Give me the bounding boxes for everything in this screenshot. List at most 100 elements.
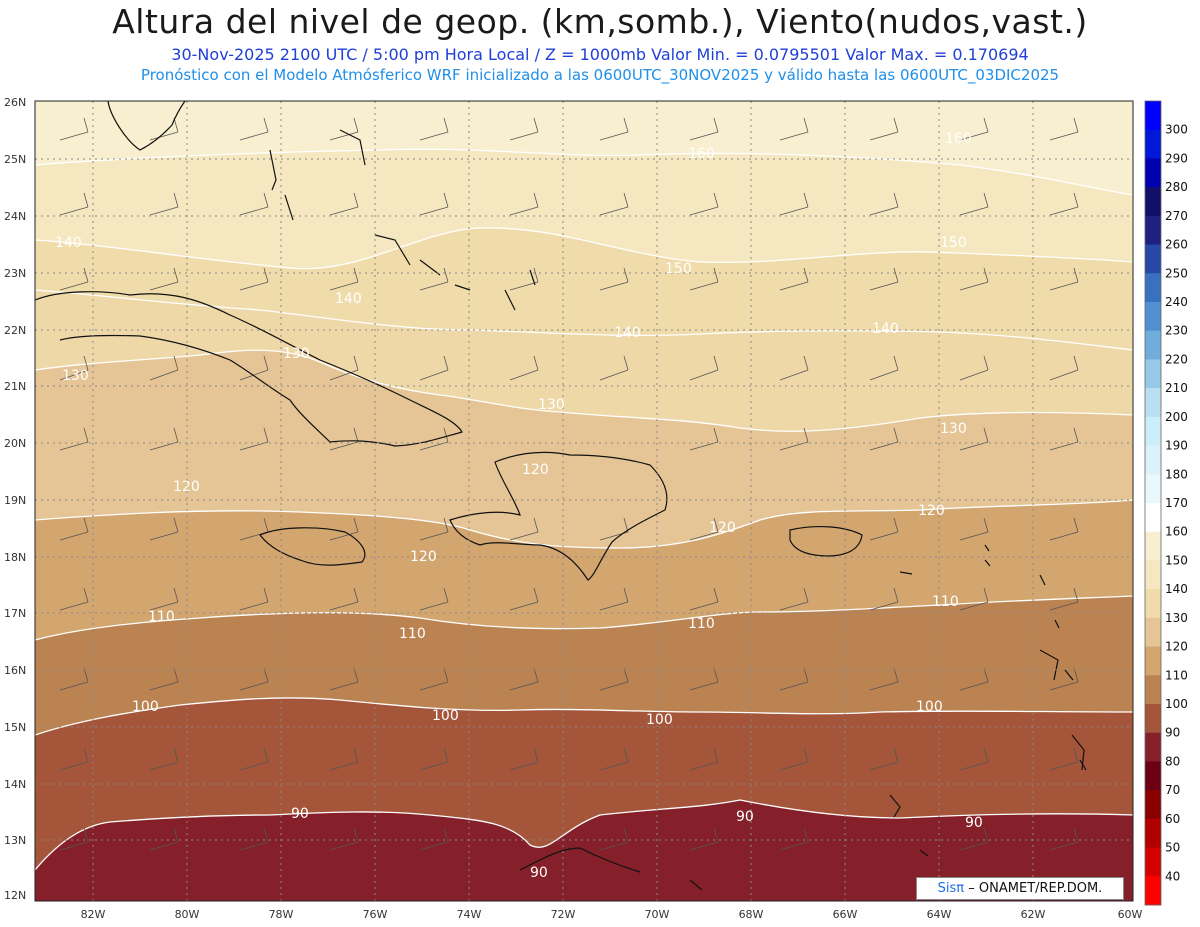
- colorbar-label: 160: [1165, 525, 1188, 539]
- colorbar-label: 130: [1165, 611, 1188, 625]
- contour-label: 90: [736, 809, 754, 825]
- lat-label: 18N: [4, 551, 26, 564]
- colorbar-label: 140: [1165, 582, 1188, 596]
- lon-label: 82W: [81, 908, 106, 921]
- colorbar-swatch: [1145, 818, 1161, 849]
- contour-label: 140: [55, 235, 82, 251]
- contour-lines: [35, 148, 1133, 871]
- lesser-antilles-coast: [889, 544, 1087, 818]
- contour-label: 130: [940, 421, 967, 437]
- contour-label: 130: [538, 397, 565, 413]
- contour-value-labels: 140 140 140 140 150 150 160 160 130 130 …: [55, 131, 983, 881]
- colorbar-label: 150: [1165, 553, 1188, 567]
- contour-label: 90: [291, 806, 309, 822]
- contour-label: 140: [335, 291, 362, 307]
- colorbar-swatch: [1145, 646, 1161, 676]
- lat-label: 19N: [4, 494, 26, 507]
- colorbar-swatch: [1145, 445, 1161, 475]
- contour-label: 90: [530, 865, 548, 881]
- colorbar-swatch: [1145, 187, 1161, 217]
- colorbar-swatch: [1145, 761, 1161, 791]
- colorbar-swatch: [1145, 617, 1161, 648]
- lon-label: 60W: [1118, 908, 1143, 921]
- colorbar-swatch: [1145, 273, 1161, 303]
- lat-label: 14N: [4, 778, 26, 791]
- colorbar-label: 280: [1165, 180, 1188, 194]
- colorbar-label: 50: [1165, 841, 1180, 855]
- colorbar: 300 290 280 270 260 250 240 230 220 210 200 190 180 1…: [1144, 100, 1188, 906]
- graticule: [35, 101, 1133, 901]
- contour-label: 120: [709, 520, 736, 536]
- colorbar-swatch: [1145, 531, 1161, 561]
- contour-label: 160: [688, 146, 715, 162]
- colorbar-swatch: [1145, 129, 1161, 159]
- contour-label: 150: [665, 261, 692, 277]
- lat-label: 21N: [4, 380, 26, 393]
- lon-label: 64W: [927, 908, 952, 921]
- lon-label: 68W: [739, 908, 764, 921]
- contour-label: 120: [918, 503, 945, 519]
- cuba-coast: [35, 291, 463, 447]
- colorbar-label: 290: [1165, 151, 1188, 165]
- colorbar-label: 110: [1165, 668, 1188, 682]
- colorbar-swatch: [1145, 790, 1161, 820]
- wind-barbs: [59, 117, 1079, 851]
- lon-label: 62W: [1021, 908, 1046, 921]
- contour-label: 100: [916, 699, 943, 715]
- colorbar-swatch: [1145, 158, 1161, 188]
- contour-label: 130: [62, 368, 89, 384]
- colorbar-label: 40: [1165, 869, 1180, 883]
- colorbar-swatch: [1145, 876, 1161, 906]
- colorbar-swatch: [1145, 503, 1161, 533]
- colorbar-swatch: [1145, 244, 1161, 274]
- colorbar-label: 190: [1165, 439, 1188, 453]
- colorbar-label: 80: [1165, 754, 1180, 768]
- contour-label: 110: [148, 609, 175, 625]
- colorbar-swatch: [1145, 675, 1161, 705]
- colorbar-swatch: [1145, 330, 1161, 360]
- colorbar-label: 230: [1165, 324, 1188, 338]
- colorbar-swatch: [1145, 589, 1161, 619]
- colorbar-label: 90: [1165, 726, 1180, 740]
- colorbar-swatch: [1145, 474, 1161, 504]
- colorbar-swatch: [1145, 302, 1161, 332]
- colorbar-swatch: [1145, 101, 1161, 131]
- contour-label: 120: [410, 549, 437, 565]
- contour-label: 140: [872, 321, 899, 337]
- lat-label: 17N: [4, 607, 26, 620]
- colorbar-swatch: [1145, 847, 1161, 877]
- lon-label: 72W: [551, 908, 576, 921]
- colorbar-label: 60: [1165, 812, 1180, 826]
- contour-label: 160: [945, 131, 972, 147]
- florida-coast: [107, 101, 186, 151]
- contour-label: 120: [522, 462, 549, 478]
- colorbar-label: 180: [1165, 467, 1188, 481]
- colorbar-swatch: [1145, 732, 1161, 762]
- contour-label: 100: [432, 708, 459, 724]
- lat-label: 25N: [4, 153, 26, 166]
- colorbar-label: 210: [1165, 381, 1188, 395]
- longitude-axis: 82W 80W 78W 76W 74W 72W 70W 68W 66W 64W …: [81, 908, 1143, 921]
- lon-label: 80W: [175, 908, 200, 921]
- colorbar-label: 200: [1165, 410, 1188, 424]
- south-america-coast: [519, 847, 1066, 891]
- colorbar-label: 260: [1165, 238, 1188, 252]
- lat-label: 13N: [4, 834, 26, 847]
- sispi-logo: Sisπ: [937, 881, 965, 896]
- lon-label: 70W: [645, 908, 670, 921]
- lon-label: 74W: [457, 908, 482, 921]
- contour-label: 90: [965, 815, 983, 831]
- map-subtitle-date: 30-Nov-2025 2100 UTC / 5:00 pm Hora Loca…: [171, 45, 1029, 64]
- contour-label: 120: [173, 479, 200, 495]
- bahamas-coast: [269, 129, 536, 311]
- contour-label: 110: [688, 616, 715, 632]
- puerto-rico-coast: [789, 526, 863, 557]
- hispaniola-coast: [449, 451, 668, 581]
- contour-label: 100: [646, 712, 673, 728]
- map-subtitle-model: Pronóstico con el Modelo Atmósferico WRF…: [140, 66, 1060, 84]
- lat-label: 24N: [4, 210, 26, 223]
- colorbar-frame: [1144, 100, 1162, 906]
- lat-label: 20N: [4, 437, 26, 450]
- contour-label: 110: [932, 594, 959, 610]
- colorbar-label: 220: [1165, 352, 1188, 366]
